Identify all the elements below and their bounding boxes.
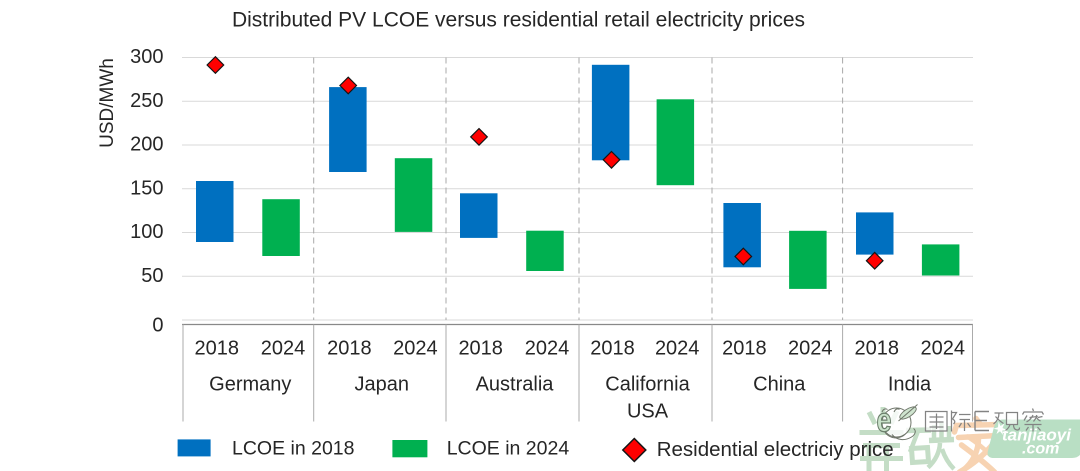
svg-text:.com: .com [1022, 441, 1059, 458]
svg-text:2024: 2024 [921, 338, 966, 360]
svg-text:200: 200 [130, 134, 163, 156]
svg-text:Germany: Germany [209, 374, 291, 396]
svg-text:India: India [888, 374, 932, 396]
svg-text:2018: 2018 [195, 338, 240, 360]
svg-text:California: California [605, 374, 690, 396]
svg-text:2024: 2024 [393, 338, 438, 360]
svg-text:e: e [877, 400, 892, 439]
svg-text:2018: 2018 [458, 338, 503, 360]
svg-text:50: 50 [141, 265, 163, 287]
svg-text:2018: 2018 [722, 338, 767, 360]
svg-text:2018: 2018 [855, 338, 900, 360]
svg-text:2018: 2018 [590, 338, 635, 360]
svg-text:Residential electriciy price: Residential electriciy price [657, 438, 894, 461]
svg-text:LCOE in 2018: LCOE in 2018 [232, 438, 355, 460]
svg-text:0: 0 [152, 315, 163, 337]
svg-text:Distributed PV LCOE versus res: Distributed PV LCOE versus residential r… [232, 9, 805, 32]
svg-text:2024: 2024 [788, 338, 833, 360]
svg-text:China: China [753, 374, 806, 396]
svg-text:2024: 2024 [525, 338, 570, 360]
svg-text:2024: 2024 [261, 338, 306, 360]
svg-text:250: 250 [130, 90, 163, 112]
svg-text:2018: 2018 [327, 338, 372, 360]
svg-text:100: 100 [130, 221, 163, 243]
svg-text:LCOE in 2024: LCOE in 2024 [447, 438, 570, 460]
svg-text:Australia: Australia [476, 374, 555, 396]
svg-text:150: 150 [130, 177, 163, 199]
svg-text:USD/MWh: USD/MWh [97, 58, 118, 148]
svg-text:Japan: Japan [355, 374, 410, 396]
svg-text:USA: USA [627, 401, 669, 423]
svg-text:tanjiaoyi: tanjiaoyi [1002, 426, 1072, 445]
svg-text:2024: 2024 [655, 338, 700, 360]
svg-text:300: 300 [130, 46, 163, 68]
